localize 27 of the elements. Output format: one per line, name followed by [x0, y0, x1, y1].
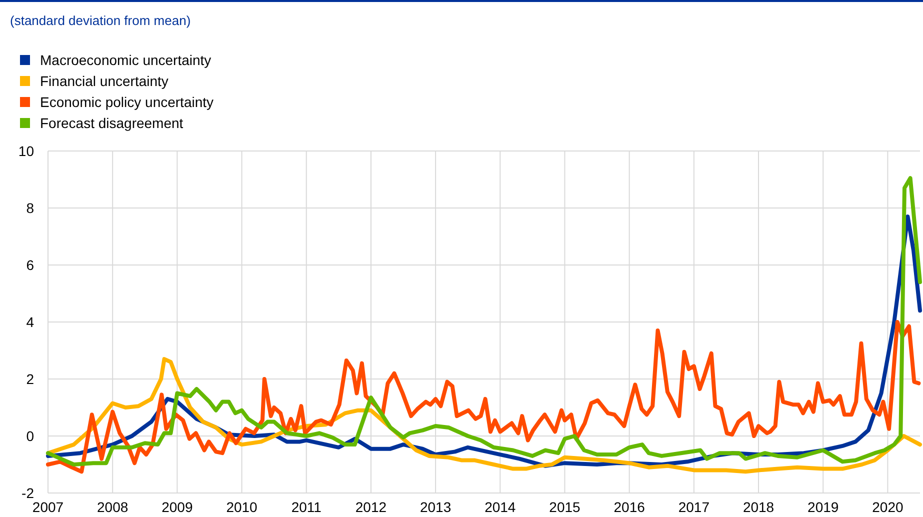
x-tick-label: 2020	[872, 499, 904, 515]
x-tick-label: 2019	[808, 499, 839, 515]
x-tick-label: 2013	[420, 499, 452, 515]
legend-label: Forecast disagreement	[40, 114, 184, 131]
x-tick-label: 2014	[484, 499, 516, 515]
x-tick-label: 2010	[226, 499, 258, 515]
x-tick-label: 2007	[32, 499, 64, 515]
y-tick-label: 0	[26, 428, 34, 444]
y-tick-label: -2	[22, 484, 34, 501]
y-tick-label: 6	[26, 256, 34, 273]
y-tick-label: 4	[26, 314, 34, 330]
x-tick-label: 2008	[97, 499, 128, 515]
x-tick-label: 2011	[291, 499, 322, 515]
x-tick-label: 2018	[742, 499, 774, 515]
legend-label: Economic policy uncertainty	[40, 94, 214, 110]
line-series	[46, 320, 921, 474]
x-tick-label: 2015	[549, 499, 581, 515]
y-tick-label: 8	[26, 200, 34, 216]
y-tick-label: 2	[26, 370, 34, 387]
x-tick-label: 2016	[614, 499, 646, 515]
x-tick-label: 2012	[355, 499, 387, 515]
x-tick-label: 2017	[678, 499, 710, 515]
legend-label: Macroeconomic uncertainty	[40, 52, 212, 68]
x-tick-label: 2009	[162, 499, 193, 515]
y-tick-label: 10	[18, 142, 34, 159]
legend-label: Financial uncertainty	[40, 72, 168, 89]
chart-subtitle: (standard deviation from mean)	[10, 13, 191, 28]
